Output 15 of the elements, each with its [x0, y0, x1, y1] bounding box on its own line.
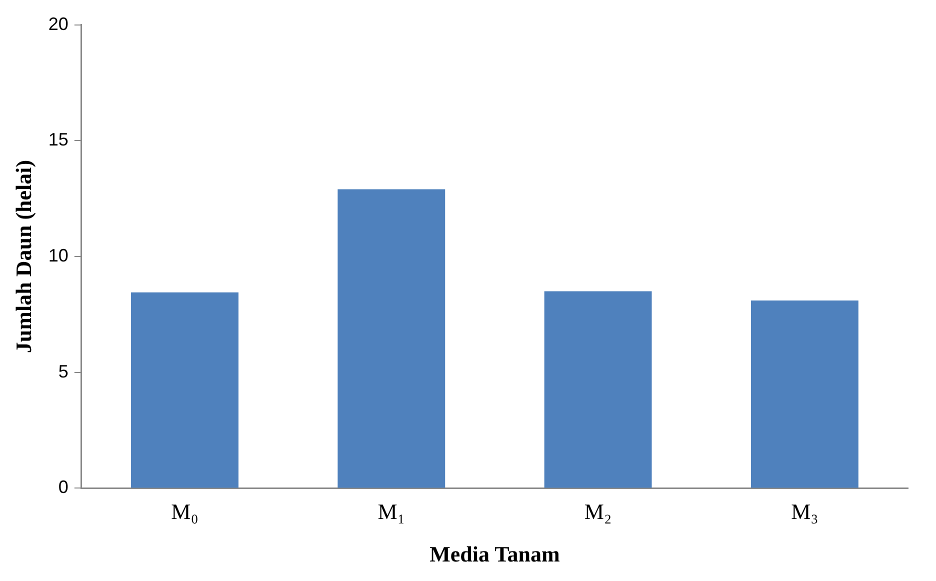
bar: [544, 291, 652, 488]
x-tick-label: M₁: [378, 499, 406, 524]
y-tick-label: 20: [48, 14, 68, 34]
y-tick-label: 10: [48, 245, 68, 266]
y-axis-title: Jumlah Daun (helai): [10, 160, 36, 354]
x-tick-label: M₃: [791, 499, 818, 524]
y-tick-label: 0: [58, 477, 68, 498]
x-tick-label: M₀: [171, 499, 198, 524]
bar: [131, 292, 238, 488]
x-axis-title: Media Tanam: [430, 541, 560, 566]
y-tick-label: 5: [58, 361, 68, 382]
bar: [338, 189, 446, 488]
bar: [750, 300, 858, 488]
y-tick-label: 15: [48, 130, 68, 150]
x-tick-label: M₂: [584, 499, 612, 524]
